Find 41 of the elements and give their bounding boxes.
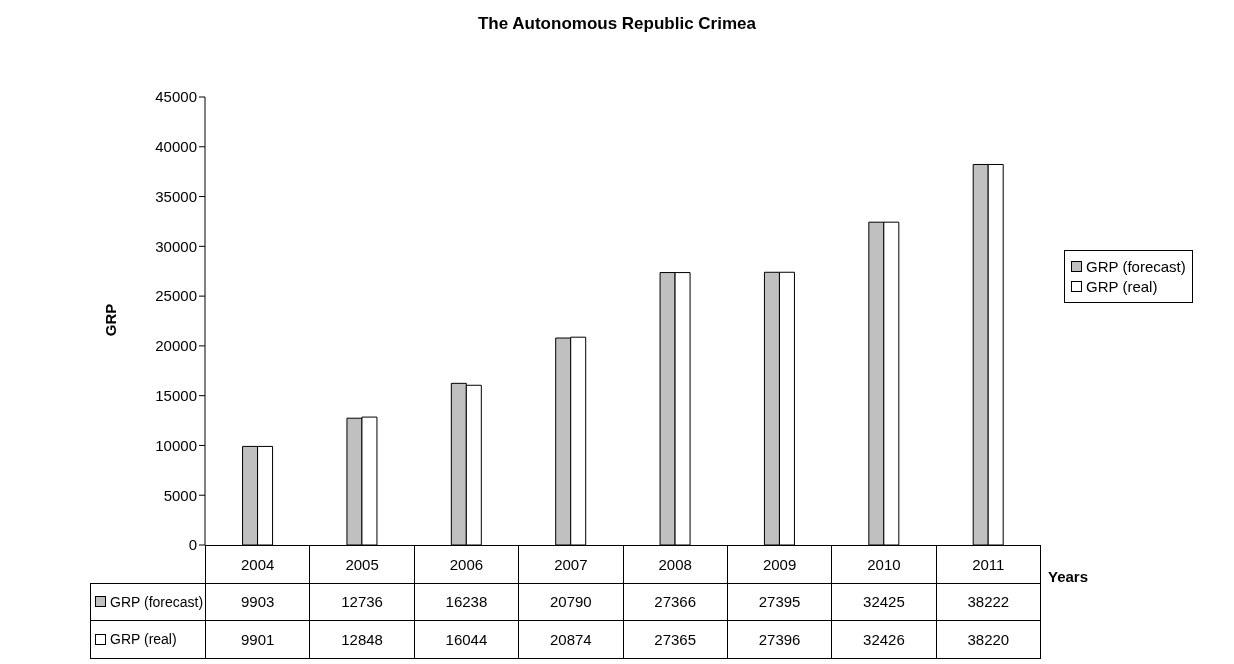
y-tick-label: 10000 [155, 436, 197, 454]
data-label: 16044 [413, 620, 520, 659]
data-label: 27366 [622, 582, 728, 621]
legend-label: GRP (forecast) [90, 582, 206, 621]
data-label: 12848 [309, 620, 415, 659]
y-tick-label: 25000 [155, 287, 197, 305]
data-label: 20790 [518, 582, 624, 621]
legend-label: GRP (real) [1086, 278, 1158, 295]
text: GRP (forecast) [1086, 258, 1186, 275]
y-tick-label: 40000 [155, 138, 197, 156]
data-label: 32425 [831, 582, 937, 621]
data-label: 38220 [935, 620, 1041, 659]
data-label: 20874 [518, 620, 624, 659]
y-tick-label: 35000 [155, 187, 197, 205]
data-label: 38222 [935, 582, 1041, 621]
data-label: 12736 [309, 582, 415, 621]
y-tick-label: 20000 [155, 337, 197, 355]
x-tick-label: 2007 [518, 545, 624, 584]
y-tick-label: 30000 [155, 237, 197, 255]
x-tick-label: 2008 [622, 545, 728, 584]
y-tick-label: 5000 [163, 486, 197, 504]
x-tick-label: 2009 [726, 545, 833, 584]
data-label: 9903 [205, 582, 311, 621]
y-tick-label: 45000 [155, 88, 197, 106]
data-label: 9901 [205, 620, 311, 659]
data-label: 27396 [726, 620, 833, 659]
x-tick-label: 2011 [935, 545, 1041, 584]
x-tick-label: 2004 [205, 545, 311, 584]
text: GRP (real) [110, 631, 177, 648]
chart-title: The Autonomous Republic Crimea [477, 14, 757, 34]
x-tick-label: 2006 [413, 545, 520, 584]
x-tick-label: 2005 [309, 545, 415, 584]
y-tick-label: 0 [188, 536, 197, 554]
data-label: 32426 [831, 620, 937, 659]
y-tick-label: 15000 [155, 386, 197, 404]
x-tick-label: 2010 [831, 545, 937, 584]
data-label: 27365 [622, 620, 728, 659]
y-axis-title: GRP [101, 303, 119, 337]
data-label: 16238 [413, 582, 520, 621]
x-axis-title: Years [1048, 568, 1089, 585]
data-label: 27395 [726, 582, 833, 621]
